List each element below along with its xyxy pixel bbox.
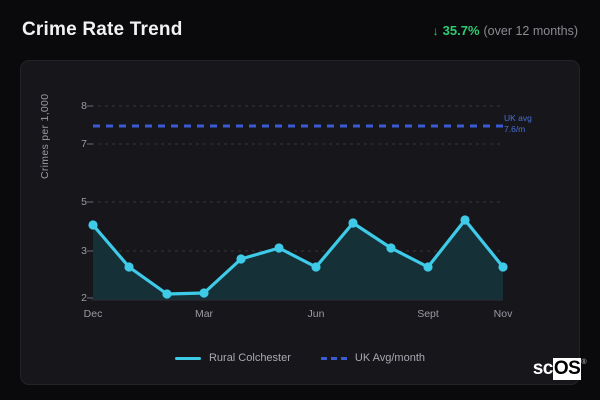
logo-mark: OS bbox=[552, 358, 582, 380]
data-point bbox=[498, 262, 508, 272]
uk-average-annotation: UK avg 7.6/m bbox=[504, 113, 532, 134]
series-markers-rural-colchester bbox=[88, 215, 508, 299]
data-point bbox=[386, 243, 396, 253]
y-tick-label-7: 7 bbox=[81, 138, 87, 150]
page-title: Crime Rate Trend bbox=[22, 19, 183, 40]
legend-label: Rural Colchester bbox=[208, 352, 291, 364]
chart-svg bbox=[87, 105, 508, 301]
trend-stat: ↓ 35.7% (over 12 months) bbox=[433, 23, 578, 38]
data-point bbox=[274, 243, 284, 253]
trend-period-label: (over 12 months) bbox=[483, 23, 578, 38]
legend-dashed-line-icon bbox=[320, 356, 347, 360]
data-point bbox=[124, 262, 134, 272]
legend-solid-line-icon bbox=[174, 356, 201, 360]
chart-legend: Rural Colchester UK Avg/month bbox=[0, 352, 600, 364]
series-area-fill bbox=[93, 220, 503, 300]
trend-delta-value: 35.7% bbox=[442, 22, 480, 38]
y-tick-label-5: 5 bbox=[81, 196, 87, 208]
data-point bbox=[311, 262, 321, 272]
registered-trademark-icon: ® bbox=[581, 359, 586, 366]
chart-plot-area: Crimes per 1,000 8 7 5 3 2 Dec Mar Jun S… bbox=[21, 61, 581, 386]
data-point bbox=[162, 289, 172, 299]
x-tick-label-jun: Jun bbox=[307, 308, 325, 320]
data-point bbox=[236, 254, 246, 264]
x-tick-label-sept: Sept bbox=[417, 308, 439, 320]
legend-item-rural-colchester[interactable]: Rural Colchester bbox=[174, 352, 291, 364]
y-tick-label-2: 2 bbox=[81, 292, 87, 304]
x-tick-label-dec: Dec bbox=[83, 308, 103, 320]
data-point bbox=[88, 220, 98, 230]
trend-down-arrow-icon: ↓ bbox=[432, 23, 439, 38]
uk-average-label-line2: 7.6/m bbox=[504, 123, 526, 134]
logo-prefix: sc bbox=[532, 358, 554, 379]
data-point bbox=[348, 218, 358, 228]
panel-header: Crime Rate Trend ↓ 35.7% (over 12 months… bbox=[0, 0, 600, 60]
uk-average-label-line1: UK avg bbox=[504, 113, 532, 123]
y-axis-tick-marks bbox=[87, 105, 93, 299]
legend-label: UK Avg/month bbox=[354, 352, 426, 364]
y-tick-label-8: 8 bbox=[81, 100, 87, 112]
data-point bbox=[460, 215, 470, 225]
legend-item-uk-average[interactable]: UK Avg/month bbox=[320, 352, 426, 364]
scos-logo: sc OS ® bbox=[533, 358, 586, 380]
data-point bbox=[199, 288, 209, 298]
y-tick-label-3: 3 bbox=[81, 245, 87, 257]
data-point bbox=[423, 262, 433, 272]
x-tick-label-nov: Nov bbox=[493, 308, 513, 320]
chart-card: Crimes per 1,000 8 7 5 3 2 Dec Mar Jun S… bbox=[20, 60, 580, 385]
series-line-rural-colchester bbox=[91, 218, 505, 296]
x-tick-label-mar: Mar bbox=[194, 308, 214, 320]
